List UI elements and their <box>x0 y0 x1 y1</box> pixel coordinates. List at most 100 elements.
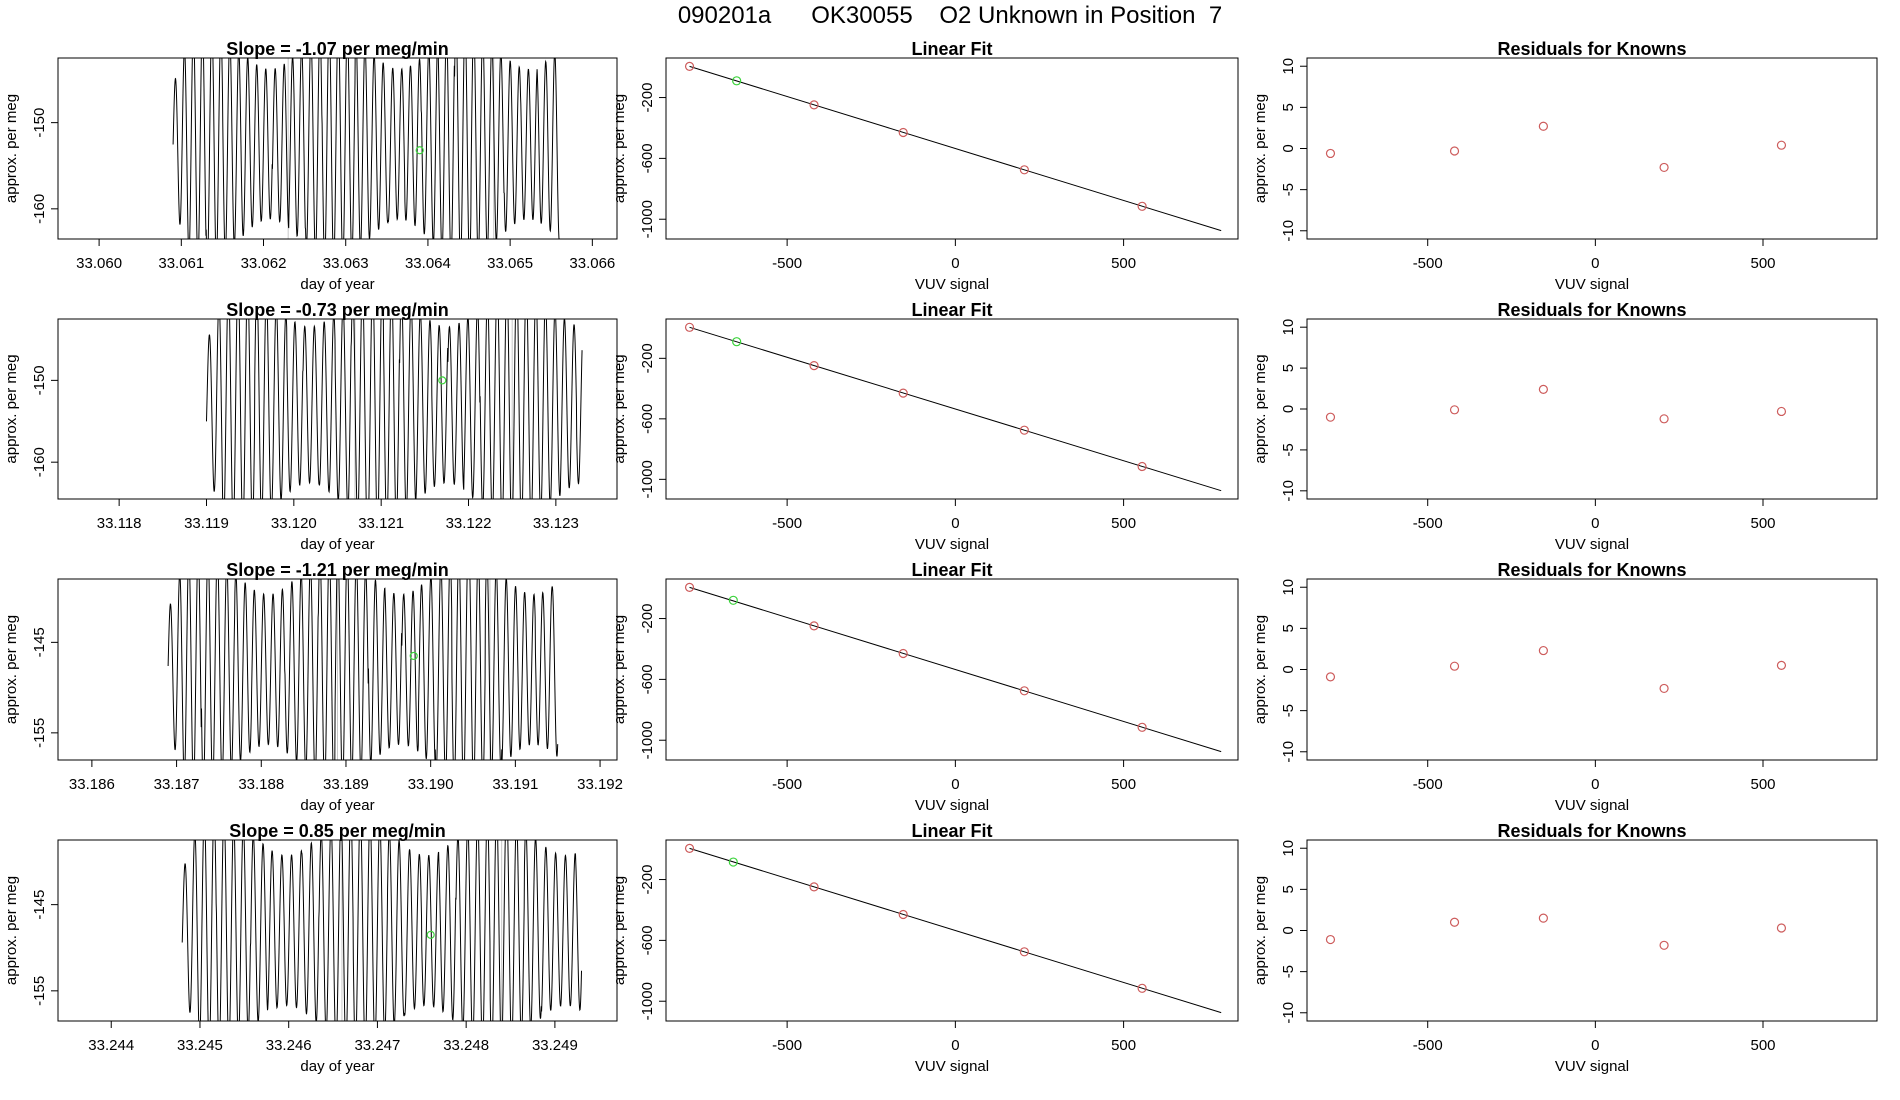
y-tick-label: 0 <box>1280 665 1297 673</box>
known-point <box>898 127 908 138</box>
x-tick-label: 33.066 <box>569 255 615 272</box>
x-axis-label: day of year <box>300 276 374 293</box>
x-tick-label: 33.191 <box>492 776 538 793</box>
y-axis-label: approx. per meg <box>611 94 628 203</box>
y-tick-label: -5 <box>1280 183 1297 196</box>
known-point <box>1019 947 1029 957</box>
x-axis-label: VUV signal <box>1555 536 1629 553</box>
known-point <box>1019 165 1029 175</box>
x-tick-label: 33.188 <box>238 776 284 793</box>
unknown-point <box>426 930 435 939</box>
residual-point <box>1325 148 1336 159</box>
x-tick-label: -500 <box>1413 515 1443 532</box>
y-tick-label: -600 <box>639 143 656 173</box>
x-tick-label: -500 <box>772 255 802 272</box>
x-tick-label: -500 <box>772 1037 802 1054</box>
chart-title: Slope = -1.07 per meg/min <box>226 39 449 59</box>
x-axis-label: day of year <box>300 1058 374 1075</box>
plot-area <box>684 61 1222 232</box>
known-point <box>809 882 819 892</box>
known-point <box>684 322 695 332</box>
x-tick-label: -500 <box>1413 1037 1443 1054</box>
y-tick-label: -10 <box>1280 741 1297 763</box>
y-axis-label: approx. per meg <box>1252 615 1269 724</box>
chart-title: Slope = 0.85 per meg/min <box>229 821 446 841</box>
page-title: 090201a OK30055 O2 Unknown in Position 7 <box>677 2 1223 29</box>
x-tick-label: -500 <box>772 515 802 532</box>
residual-point <box>1449 661 1460 671</box>
y-tick-label: -5 <box>1280 704 1297 717</box>
y-tick-label: 10 <box>1280 579 1297 596</box>
x-tick-label: 500 <box>1750 1037 1775 1054</box>
x-tick-label: 33.245 <box>177 1037 223 1054</box>
y-tick-label: -155 <box>31 718 48 748</box>
y-tick-label: -1000 <box>639 982 656 1020</box>
plot-area <box>181 840 583 1021</box>
x-axis-label: day of year <box>300 797 374 814</box>
plot-area <box>167 579 559 760</box>
y-tick-label: -600 <box>639 404 656 434</box>
known-point <box>1137 461 1147 472</box>
y-tick-label: -160 <box>31 194 48 224</box>
residual-point <box>1776 660 1787 670</box>
unknown-point <box>732 76 742 86</box>
residual-point <box>1325 934 1336 945</box>
y-axis-label: approx. per meg <box>611 354 628 463</box>
x-tick-label: 33.246 <box>266 1037 312 1054</box>
x-tick-label: 33.119 <box>184 515 229 532</box>
y-tick-label: -200 <box>639 604 656 634</box>
y-tick-label: -200 <box>639 343 656 373</box>
plot-frame <box>665 578 1239 761</box>
y-tick-label: -5 <box>1280 965 1297 978</box>
chart-title: Linear Fit <box>911 39 992 59</box>
y-tick-label: -200 <box>639 865 656 895</box>
x-axis-label: VUV signal <box>1555 1058 1629 1075</box>
residual-point <box>1776 140 1787 150</box>
y-tick-label: 10 <box>1280 840 1297 857</box>
y-tick-label: -150 <box>31 365 48 395</box>
y-tick-label: -1000 <box>639 721 656 759</box>
x-tick-label: 33.192 <box>577 776 623 793</box>
plot-area <box>1325 384 1787 424</box>
panel-trace-1: Slope = -0.73 per meg/min day of year appr… <box>3 300 618 553</box>
panel-fit-1: Linear Fit VUV signal approx. per meg -500 0… <box>611 300 1239 553</box>
x-axis-label: VUV signal <box>915 1058 989 1075</box>
y-tick-label: -155 <box>31 976 48 1006</box>
x-tick-label: 0 <box>1591 515 1599 532</box>
x-axis-label: VUV signal <box>1555 797 1629 814</box>
signal-trace <box>181 840 583 1021</box>
plot-frame <box>57 318 618 500</box>
fit-line <box>689 65 1222 232</box>
residual-point <box>1538 121 1548 131</box>
plot-frame <box>1306 839 1878 1022</box>
x-axis-label: VUV signal <box>1555 276 1629 293</box>
plot-frame <box>1306 578 1878 761</box>
y-axis-label: approx. per meg <box>3 615 20 724</box>
known-point <box>809 621 819 631</box>
x-tick-label: 33.187 <box>154 776 200 793</box>
residual-point <box>1538 913 1548 923</box>
y-tick-label: 0 <box>1280 144 1297 152</box>
x-tick-label: 500 <box>1111 1037 1136 1054</box>
x-axis-label: VUV signal <box>915 797 989 814</box>
panel-residuals-1: Residuals for Knowns VUV signal approx. pe… <box>1252 300 1878 553</box>
fit-line <box>689 586 1222 753</box>
x-tick-label: 33.118 <box>97 515 142 532</box>
x-tick-label: 0 <box>951 255 959 272</box>
signal-trace <box>167 579 559 760</box>
fit-line <box>689 847 1222 1014</box>
x-axis-label: day of year <box>300 536 374 553</box>
chart-title: Linear Fit <box>911 300 992 320</box>
known-point <box>898 909 908 920</box>
known-point <box>809 100 819 110</box>
x-tick-label: -500 <box>1413 255 1443 272</box>
chart-title: Slope = -1.21 per meg/min <box>226 560 449 580</box>
panel-fit-3: Linear Fit VUV signal approx. per meg -500 0… <box>611 821 1239 1075</box>
y-axis-label: approx. per meg <box>3 94 20 203</box>
unknown-point <box>438 376 447 385</box>
y-axis-label: approx. per meg <box>1252 354 1269 463</box>
x-tick-label: 33.189 <box>323 776 369 793</box>
plot-area <box>172 58 560 239</box>
unknown-point <box>728 857 738 867</box>
plot-frame <box>57 578 618 761</box>
